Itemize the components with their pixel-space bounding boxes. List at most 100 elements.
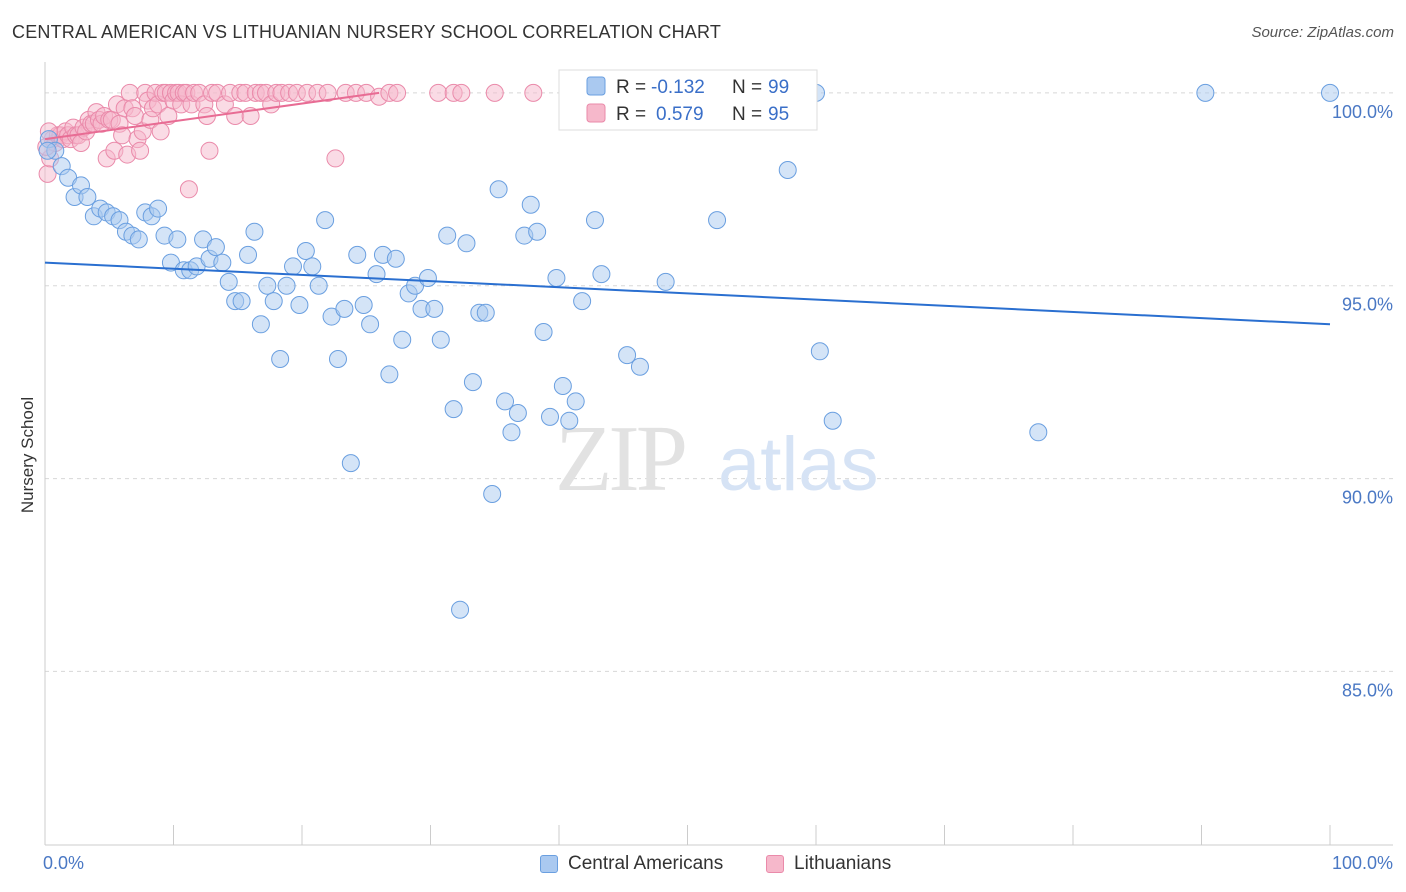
central-americans-point bbox=[656, 272, 675, 291]
central-americans-point bbox=[502, 423, 521, 442]
central-americans-point bbox=[463, 373, 482, 392]
central-americans-point bbox=[361, 315, 380, 334]
stats-r-value-blue: -0.132 bbox=[651, 77, 705, 98]
central-americans-point bbox=[386, 249, 405, 268]
central-americans-point bbox=[393, 330, 412, 349]
watermark-atlas: atlas bbox=[718, 422, 879, 507]
central-americans-point bbox=[431, 330, 450, 349]
lithuanians-point bbox=[200, 141, 219, 160]
lithuanians-point bbox=[131, 141, 150, 160]
central-americans-point bbox=[245, 222, 264, 241]
central-americans-point bbox=[78, 188, 97, 206]
central-americans-point bbox=[618, 346, 637, 365]
central-americans-point bbox=[566, 392, 585, 411]
central-americans-point bbox=[303, 257, 322, 276]
stats-swatch-blue bbox=[586, 76, 606, 96]
y-tick-label-1: 95.0% bbox=[1342, 295, 1393, 315]
stats-r-value-pink: 0.579 bbox=[656, 104, 704, 125]
central-americans-point bbox=[309, 276, 328, 295]
central-americans-point bbox=[585, 211, 604, 230]
central-americans-point bbox=[489, 180, 508, 199]
legend-label-central-americans: Central Americans bbox=[568, 853, 724, 874]
lithuanians-point bbox=[151, 122, 170, 141]
central-americans-point bbox=[1321, 83, 1339, 102]
central-americans-point bbox=[418, 269, 437, 287]
central-americans-point bbox=[592, 265, 611, 284]
central-americans-point bbox=[823, 411, 842, 430]
central-americans-point bbox=[438, 226, 457, 245]
stats-n-value-pink: 95 bbox=[768, 104, 789, 125]
central-americans-point bbox=[1196, 83, 1215, 102]
central-americans-point bbox=[284, 257, 303, 276]
lithuanians-point bbox=[226, 107, 245, 125]
lithuanians-point bbox=[318, 83, 337, 102]
central-americans-point bbox=[534, 323, 553, 341]
central-americans-point bbox=[476, 303, 495, 322]
lithuanians-point bbox=[125, 107, 144, 125]
legend-item-lithuanians[interactable]: Lithuanians bbox=[766, 853, 891, 875]
central-americans-point bbox=[239, 245, 258, 264]
y-axis-label: Nursery School bbox=[18, 397, 37, 513]
lithuanians-point bbox=[326, 149, 345, 168]
central-americans-trend-line bbox=[44, 261, 1331, 326]
central-americans-point bbox=[367, 265, 386, 284]
central-americans-point bbox=[380, 365, 399, 384]
central-americans-point bbox=[541, 407, 560, 426]
y-tick-label-3: 85.0% bbox=[1342, 680, 1393, 700]
lithuanians-point bbox=[524, 83, 543, 102]
x-tick-label-0: 0.0% bbox=[43, 853, 84, 873]
lithuanians-trend-line bbox=[44, 91, 380, 141]
central-americans-point bbox=[335, 299, 354, 318]
lithuanians-point bbox=[120, 83, 139, 102]
central-americans-point bbox=[264, 292, 283, 311]
central-americans-point bbox=[778, 161, 797, 179]
legend-item-central-americans[interactable]: Central Americans bbox=[540, 853, 723, 875]
legend-swatch-blue bbox=[540, 855, 558, 873]
central-americans-point bbox=[810, 342, 829, 361]
central-americans-point bbox=[149, 199, 168, 218]
trend-lines bbox=[44, 91, 1331, 326]
lithuanians-point bbox=[429, 83, 448, 102]
tick-labels: 100.0% 95.0% 90.0% 85.0% 0.0% 100.0% bbox=[43, 102, 1393, 873]
central-americans-point bbox=[508, 404, 527, 422]
y-tick-label-2: 90.0% bbox=[1342, 488, 1393, 508]
central-americans-points bbox=[38, 83, 1339, 619]
central-americans-point bbox=[290, 296, 309, 314]
central-americans-point bbox=[547, 269, 566, 287]
lithuanians-points bbox=[37, 83, 543, 199]
central-americans-point bbox=[354, 296, 373, 314]
x-tick-label-1: 100.0% bbox=[1332, 853, 1393, 873]
legend-swatch-pink bbox=[766, 855, 784, 873]
central-americans-point bbox=[425, 299, 444, 318]
stats-n-label-blue: N = bbox=[732, 77, 762, 98]
central-americans-point bbox=[328, 350, 347, 368]
lithuanians-point bbox=[179, 180, 198, 199]
central-americans-point bbox=[316, 211, 335, 230]
central-americans-point bbox=[341, 454, 360, 473]
lithuanians-point bbox=[485, 83, 504, 102]
chart-title: CENTRAL AMERICAN VS LITHUANIAN NURSERY S… bbox=[12, 22, 722, 42]
source-label: Source: ZipAtlas.com bbox=[1251, 24, 1394, 41]
central-americans-point bbox=[219, 272, 238, 291]
stats-r-label-pink: R = bbox=[616, 104, 646, 125]
central-americans-point bbox=[528, 222, 547, 241]
axes bbox=[44, 62, 1393, 846]
y-tick-label-0: 100.0% bbox=[1332, 102, 1393, 122]
central-americans-point bbox=[206, 238, 225, 257]
legend-label-lithuanians: Lithuanians bbox=[794, 853, 892, 874]
central-americans-point bbox=[630, 357, 649, 376]
central-americans-point bbox=[573, 292, 592, 311]
gridlines bbox=[45, 92, 1393, 672]
central-americans-point bbox=[451, 600, 470, 619]
central-americans-point bbox=[483, 485, 502, 503]
central-americans-point bbox=[232, 292, 251, 311]
stats-swatch-pink bbox=[586, 103, 606, 123]
central-americans-point bbox=[213, 253, 232, 272]
stats-r-label-blue: R = bbox=[616, 77, 646, 98]
central-americans-point bbox=[708, 211, 727, 230]
central-americans-point bbox=[129, 230, 148, 249]
lithuanians-point bbox=[388, 83, 407, 102]
central-americans-point bbox=[258, 276, 277, 295]
stats-n-label-pink: N = bbox=[732, 104, 762, 125]
